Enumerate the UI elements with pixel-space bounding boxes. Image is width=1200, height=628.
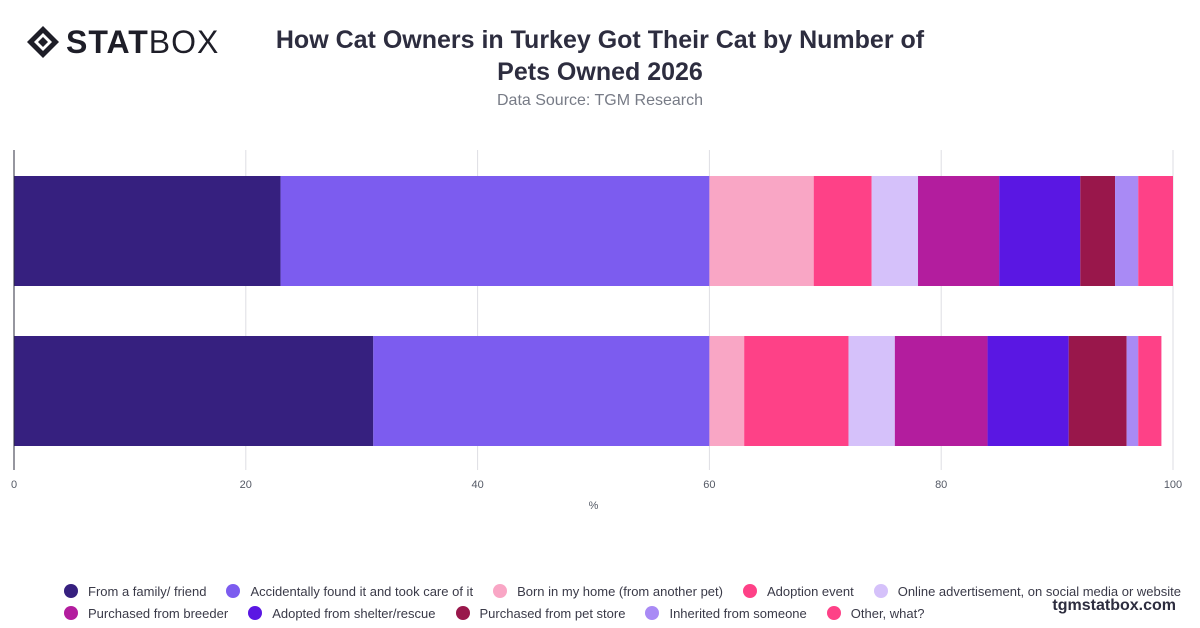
bar-segment (871, 176, 919, 286)
bar-segment (14, 336, 374, 446)
chart-title-line-1: How Cat Owners in Turkey Got Their Cat b… (275, 26, 925, 54)
legend-swatch (873, 584, 888, 598)
bar-segment (1080, 176, 1116, 286)
x-tick-label: 40 (471, 479, 483, 491)
x-axis-label: % (589, 500, 599, 512)
legend-label: Purchased from pet store (479, 605, 626, 621)
legend-item[interactable]: Born in my home (from another pet) (493, 584, 723, 599)
legend-swatch (248, 606, 263, 620)
legend-label: Purchased from breeder (88, 605, 229, 621)
legend-label: Adopted from shelter/rescue (272, 605, 436, 621)
bar-segment (999, 176, 1081, 286)
bar-segment (813, 176, 872, 286)
bar-segment (987, 336, 1069, 446)
bar-segment (280, 176, 710, 286)
stacked-bar-chart: 0 20 40 60 80 100% (11, 150, 1182, 512)
legend-row: Purchased from breeder Adopted from shelt… (64, 602, 1164, 624)
chart-legend: From a family/ friend Accidentally found … (64, 580, 1181, 624)
legend-swatch (826, 606, 841, 620)
x-tick-label: 20 (240, 479, 252, 491)
bar-segment (744, 336, 849, 446)
chart-subtitle: Data Source: TGM Research (496, 92, 703, 109)
x-tick-label: 0 (11, 479, 17, 491)
bar-segment (709, 176, 814, 286)
legend-row: From a family/ friend Accidentally found … (64, 580, 1181, 602)
legend-label: Inherited from someone (669, 605, 807, 621)
bar-segment (848, 336, 895, 446)
chart-title: How Cat Owners in Turkey Got Their Cat b… (250, 24, 950, 88)
bar-segment (14, 176, 281, 286)
legend-item[interactable]: Inherited from someone (645, 605, 807, 621)
logo-wordmark: STATBOX (66, 26, 219, 58)
legend-item[interactable]: Online advertisement, on social media or… (873, 583, 1181, 599)
bar-segment (373, 336, 710, 446)
legend-label: Online advertisement, on social media or… (897, 583, 1181, 599)
legend-label: Accidentally found it and took care of i… (250, 583, 474, 599)
legend-item[interactable]: Purchased from pet store (455, 605, 626, 621)
legend-label: Adoption event (766, 583, 854, 599)
legend-label: Born in my home (from another pet) (517, 583, 723, 599)
brand-url: tgmstatbox.com (1052, 597, 1176, 614)
legend-swatch (64, 584, 78, 598)
bar-segment (709, 336, 745, 446)
legend-item[interactable]: Adopted from shelter/rescue (248, 605, 436, 621)
logo-text-bold: STAT (66, 24, 149, 60)
bar-segment (1068, 336, 1127, 446)
legend-item[interactable]: From a family/ friend (64, 584, 206, 599)
legend-item[interactable]: Purchased from breeder (64, 606, 228, 621)
bar-segment (894, 336, 988, 446)
x-tick-label: 80 (935, 479, 947, 491)
bar-segment (1126, 336, 1139, 446)
statbox-diamond-icon (27, 26, 59, 58)
legend-swatch (645, 606, 660, 620)
legend-label: From a family/ friend (88, 583, 207, 599)
legend-item[interactable]: Other, what? (826, 605, 925, 621)
bar-segment (1115, 176, 1139, 286)
legend-swatch (226, 584, 241, 598)
legend-swatch (455, 606, 470, 620)
logo-text-light: BOX (148, 24, 220, 60)
chart-title-line-2: Pets Owned 2026 (497, 58, 703, 86)
statbox-logo: STATBOX (26, 22, 219, 62)
legend-label: Other, what? (850, 605, 925, 621)
bar-segment (1138, 176, 1173, 286)
legend-item[interactable]: Adoption event (742, 583, 854, 599)
legend-swatch (742, 584, 757, 598)
legend-item[interactable]: Accidentally found it and took care of i… (226, 584, 473, 599)
x-tick-label: 60 (703, 479, 715, 491)
legend-swatch (493, 584, 508, 598)
bar-segment (918, 176, 1000, 286)
x-tick-label: 100 (1164, 479, 1182, 491)
bar-segment (1138, 336, 1162, 446)
legend-swatch (64, 606, 78, 620)
